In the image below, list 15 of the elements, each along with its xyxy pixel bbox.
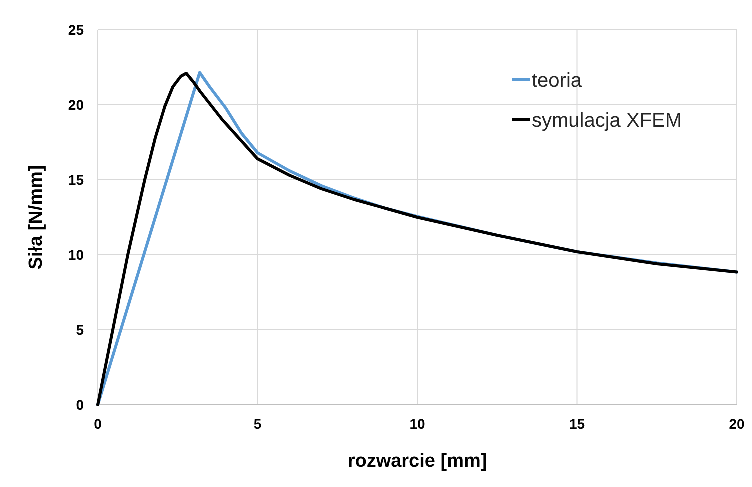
y-axis-title: Siła [N/mm] bbox=[26, 165, 47, 270]
y-tick-label: 25 bbox=[68, 22, 84, 38]
legend-label: teoria bbox=[532, 70, 583, 92]
x-tick-label: 5 bbox=[254, 416, 262, 432]
y-tick-label: 20 bbox=[68, 97, 84, 113]
y-tick-label: 10 bbox=[68, 247, 84, 263]
y-tick-label: 5 bbox=[76, 322, 84, 338]
x-axis-title: rozwarcie [mm] bbox=[348, 451, 488, 472]
x-tick-label: 10 bbox=[410, 416, 426, 432]
x-tick-label: 15 bbox=[569, 416, 586, 432]
x-tick-label: 0 bbox=[94, 416, 102, 432]
x-tick-label: 20 bbox=[729, 416, 745, 432]
legend-label: symulacja XFEM bbox=[532, 110, 682, 132]
y-tick-label: 15 bbox=[68, 172, 84, 188]
y-tick-label: 0 bbox=[76, 397, 84, 413]
